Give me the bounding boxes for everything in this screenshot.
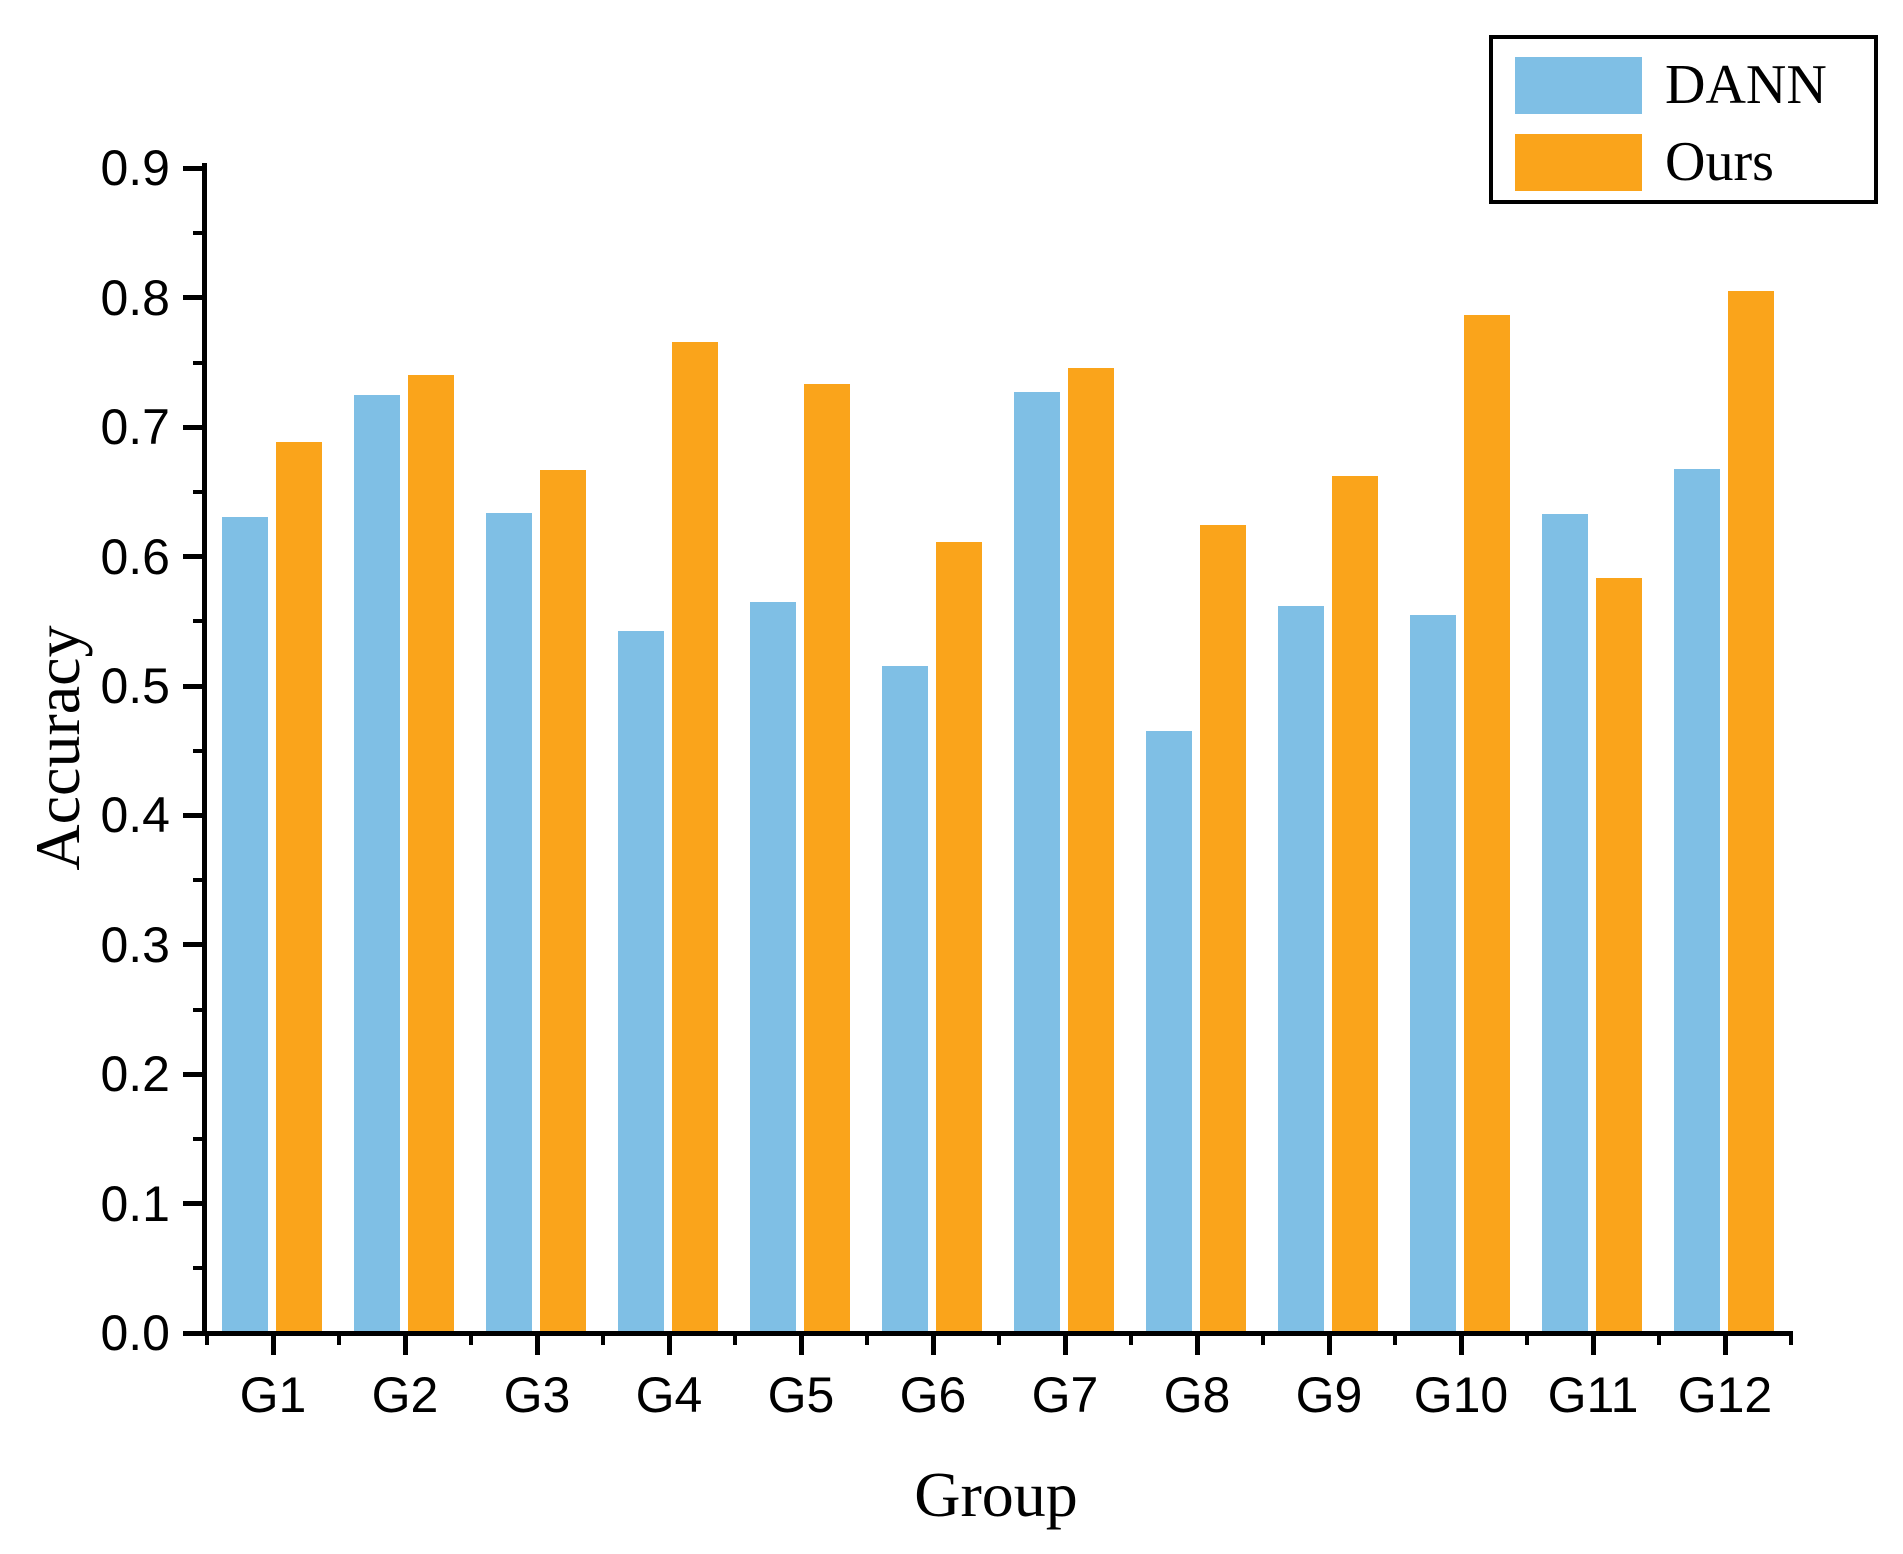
bar-dann-g12 xyxy=(1674,469,1720,1331)
y-minor-tick xyxy=(193,748,205,753)
bar-ours-g6 xyxy=(936,542,982,1331)
x-tick-label-g7: G7 xyxy=(1031,1367,1099,1423)
x-minor-tick xyxy=(1129,1333,1133,1345)
x-major-tick xyxy=(666,1333,672,1355)
x-major-tick xyxy=(1722,1333,1728,1355)
x-tick-label-g11: G11 xyxy=(1547,1367,1639,1423)
y-axis-title: Accuracy xyxy=(22,625,93,871)
bar-ours-g7 xyxy=(1068,368,1114,1331)
y-minor-tick xyxy=(193,231,205,236)
x-minor-tick xyxy=(1657,1333,1661,1345)
y-major-tick xyxy=(183,942,205,948)
x-minor-tick xyxy=(1261,1333,1265,1345)
x-major-tick xyxy=(1326,1333,1332,1355)
y-tick-label: 0.1 xyxy=(100,1175,170,1232)
x-minor-tick xyxy=(1525,1333,1529,1345)
y-major-tick xyxy=(183,1071,205,1077)
x-minor-tick xyxy=(1393,1333,1397,1345)
y-major-tick xyxy=(183,165,205,171)
x-axis-title: Group xyxy=(914,1459,1078,1530)
y-minor-tick xyxy=(193,1136,205,1141)
bar-dann-g8 xyxy=(1146,731,1192,1331)
bar-dann-g3 xyxy=(486,513,532,1331)
legend-swatch-ours xyxy=(1515,134,1642,191)
bar-dann-g10 xyxy=(1410,615,1456,1331)
y-tick-label: 0.0 xyxy=(100,1305,170,1361)
bar-dann-g5 xyxy=(750,602,796,1331)
y-minor-tick xyxy=(193,489,205,494)
y-minor-tick xyxy=(193,619,205,624)
x-major-tick xyxy=(1458,1333,1464,1355)
y-major-tick xyxy=(183,812,205,818)
x-major-tick xyxy=(798,1333,804,1355)
bar-dann-g2 xyxy=(354,395,400,1331)
x-minor-tick xyxy=(205,1333,209,1345)
x-major-tick xyxy=(930,1333,936,1355)
x-major-tick xyxy=(534,1333,540,1355)
y-tick-label: 0.5 xyxy=(100,658,170,714)
bar-ours-g9 xyxy=(1332,476,1378,1331)
y-minor-tick xyxy=(193,878,205,883)
y-major-tick xyxy=(183,554,205,560)
y-minor-tick xyxy=(193,360,205,365)
x-tick-label-g12: G12 xyxy=(1677,1367,1773,1423)
x-tick-label-g5: G5 xyxy=(767,1367,835,1423)
legend-label-dann: DANN xyxy=(1665,54,1827,116)
bar-ours-g4 xyxy=(672,342,718,1331)
bar-dann-g11 xyxy=(1542,514,1588,1331)
legend: DANN Ours xyxy=(1489,35,1878,204)
y-tick-label: 0.3 xyxy=(100,916,170,973)
bar-ours-g5 xyxy=(804,384,850,1331)
bar-dann-g6 xyxy=(882,666,928,1331)
x-minor-tick xyxy=(1789,1333,1793,1345)
bar-ours-g11 xyxy=(1596,578,1642,1331)
x-tick-label-g4: G4 xyxy=(635,1367,703,1423)
x-minor-tick xyxy=(601,1333,605,1345)
y-axis-line xyxy=(202,163,207,1336)
x-minor-tick xyxy=(337,1333,341,1345)
x-axis-line xyxy=(185,1331,1793,1336)
x-minor-tick xyxy=(997,1333,1001,1345)
y-major-tick xyxy=(183,295,205,301)
y-minor-tick xyxy=(193,1266,205,1271)
x-major-tick xyxy=(402,1333,408,1355)
y-minor-tick xyxy=(193,1007,205,1012)
bar-ours-g1 xyxy=(276,442,322,1331)
y-tick-label: 0.6 xyxy=(100,528,170,585)
bar-dann-g9 xyxy=(1278,606,1324,1331)
x-tick-label-g9: G9 xyxy=(1295,1367,1363,1423)
y-major-tick xyxy=(183,1201,205,1207)
x-tick-label-g10: G10 xyxy=(1413,1367,1509,1423)
bar-ours-g2 xyxy=(408,375,454,1331)
x-tick-label-g1: G1 xyxy=(239,1367,307,1423)
bar-ours-g10 xyxy=(1464,315,1510,1331)
x-major-tick xyxy=(1194,1333,1200,1355)
bar-ours-g3 xyxy=(540,470,586,1331)
bar-ours-g12 xyxy=(1728,291,1774,1331)
bar-ours-g8 xyxy=(1200,525,1246,1331)
x-minor-tick xyxy=(733,1333,737,1345)
x-minor-tick xyxy=(865,1333,869,1345)
x-minor-tick xyxy=(469,1333,473,1345)
y-tick-label: 0.2 xyxy=(100,1046,170,1103)
x-tick-label-g6: G6 xyxy=(899,1367,967,1423)
y-tick-label: 0.9 xyxy=(100,140,170,197)
bar-dann-g1 xyxy=(222,517,268,1331)
y-tick-label: 0.4 xyxy=(100,787,170,844)
y-major-tick xyxy=(183,683,205,689)
x-major-tick xyxy=(1590,1333,1596,1355)
legend-label-ours: Ours xyxy=(1665,131,1774,193)
x-tick-label-g8: G8 xyxy=(1163,1367,1231,1423)
legend-swatch-dann xyxy=(1515,57,1642,114)
x-major-tick xyxy=(1062,1333,1068,1355)
y-tick-label: 0.7 xyxy=(100,399,170,456)
y-tick-label: 0.8 xyxy=(100,269,170,326)
y-major-tick xyxy=(183,424,205,430)
bar-dann-g7 xyxy=(1014,392,1060,1331)
bar-dann-g4 xyxy=(618,631,664,1331)
x-tick-label-g2: G2 xyxy=(371,1367,439,1423)
x-major-tick xyxy=(270,1333,276,1355)
x-tick-label-g3: G3 xyxy=(503,1367,571,1423)
